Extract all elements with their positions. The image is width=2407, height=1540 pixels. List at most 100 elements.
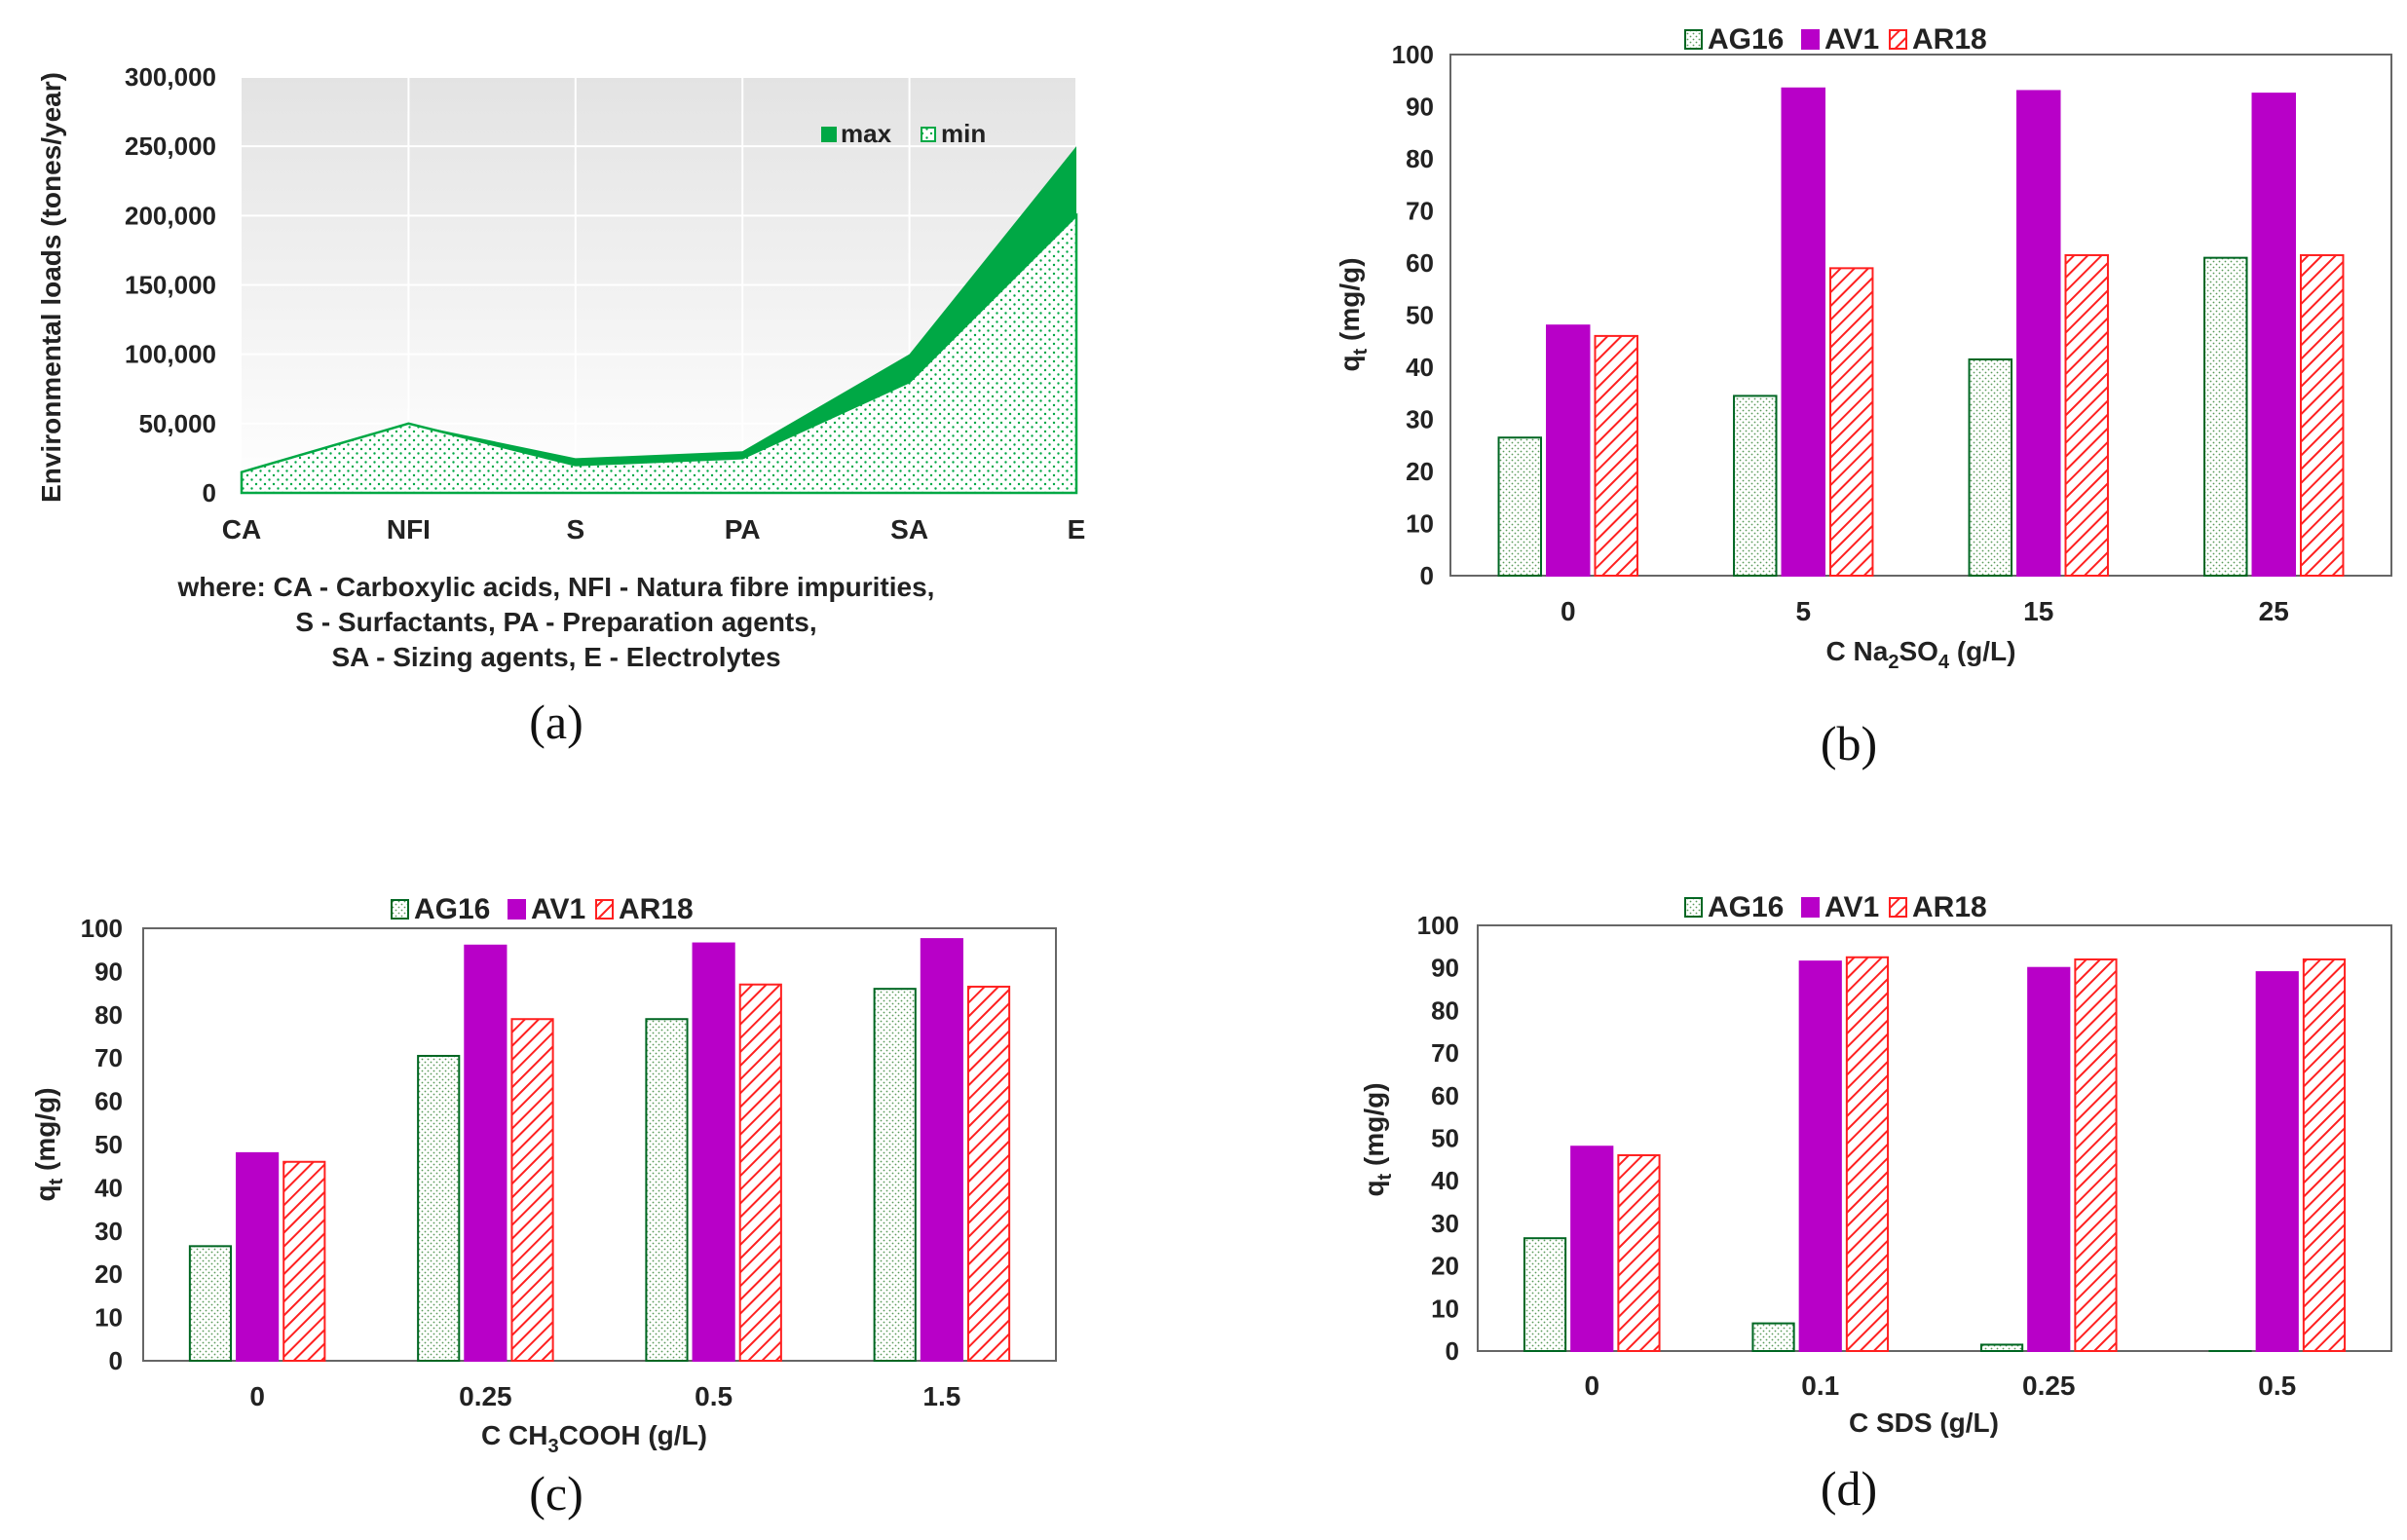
bar-ag16 — [417, 1054, 461, 1362]
y-tick-label: 90 — [1406, 93, 1434, 122]
y-tick-label: 100 — [1417, 911, 1459, 940]
bar-ag16 — [1751, 1322, 1795, 1352]
y-tick-label: 90 — [94, 957, 123, 986]
bar-av1 — [1546, 324, 1591, 577]
legend-av1-swatch — [1801, 29, 1820, 50]
y-tick-label: 40 — [1406, 353, 1434, 382]
bar-ar18 — [1594, 334, 1638, 577]
x-tick-label: SA — [890, 514, 928, 545]
y-tick-label: 70 — [94, 1043, 123, 1072]
chart-a-note-line-1: where: CA - Carboxylic acids, NFI - Natu… — [177, 572, 935, 602]
bar-av1 — [1798, 960, 1842, 1353]
legend-ag16-label: AG16 — [1708, 891, 1784, 923]
x-tick-label: S — [566, 514, 584, 545]
bar-ag16 — [188, 1245, 233, 1362]
bar-ar18 — [1617, 1153, 1661, 1352]
chart-b-y-axis-label: qt (mg/g) — [1335, 257, 1372, 371]
bar-av1 — [1570, 1146, 1614, 1352]
legend-av1-label: AV1 — [531, 893, 585, 925]
chart-a-y-ticks: 0 50,000 100,000 150,000 200,000 250,000 300,0… — [125, 62, 216, 507]
chart-a-y-axis-label: Environmental loads (tones/year) — [36, 72, 66, 503]
bar-ag16 — [1968, 357, 2013, 577]
bar-av1 — [1781, 87, 1825, 578]
y-tick-label: 10 — [1431, 1294, 1459, 1323]
y-tick-label: 30 — [1431, 1209, 1459, 1238]
panel-label-d: (d) — [1821, 1461, 1877, 1516]
bar-ag16 — [1979, 1343, 2024, 1352]
bar-av1 — [236, 1151, 280, 1362]
chart-a-note-line-3: SA - Sizing agents, E - Electrolytes — [331, 642, 780, 672]
x-tick-label: 0 — [1584, 1371, 1599, 1401]
y-tick-label: 90 — [1431, 954, 1459, 983]
bar-ag16 — [1497, 436, 1543, 577]
y-tick-label: 150,000 — [125, 271, 216, 300]
legend-ag16-swatch — [1684, 29, 1703, 50]
bar-ar18 — [2064, 253, 2109, 577]
x-tick-label: 5 — [1795, 596, 1811, 626]
chart-a-areas — [240, 146, 1078, 495]
bar-ag16 — [1523, 1237, 1567, 1352]
y-tick-label: 300,000 — [125, 62, 216, 92]
chart-b-x-ticks: 0 5 15 25 — [1561, 596, 2289, 626]
y-tick-label: 10 — [1406, 509, 1434, 539]
chart-c-y-axis-label: qt (mg/g) — [30, 1087, 67, 1201]
bar-av1 — [2016, 90, 2061, 577]
x-tick-label: NFI — [387, 514, 431, 545]
series-min-area — [240, 212, 1078, 495]
x-tick-label: 1.5 — [922, 1381, 960, 1411]
legend-ar18-label: AR18 — [619, 893, 694, 925]
panel-label-c: (c) — [529, 1466, 583, 1521]
chart-a-note-line-2: S - Surfactants, PA - Preparation agents… — [295, 607, 816, 637]
series-max-area — [242, 146, 1076, 472]
chart-c: 0 10 20 30 40 50 60 70 80 90 100 0 0.25 0.5 1.5 qt (m… — [30, 893, 1057, 1521]
chart-a-x-ticks: CA NFI S PA SA E — [222, 514, 1086, 545]
bar-av1 — [692, 942, 735, 1362]
chart-d-y-axis-label: qt (mg/g) — [1359, 1082, 1396, 1196]
chart-b-legend: AG16 AV1 AR18 — [1684, 23, 1987, 56]
x-tick-label: 25 — [2259, 596, 2289, 626]
bar-ar18 — [2074, 958, 2118, 1353]
bar-av1 — [2251, 93, 2296, 577]
chart-c-y-ticks: 0 10 20 30 40 50 60 70 80 90 100 — [81, 914, 123, 1375]
x-tick-label: 15 — [2023, 596, 2053, 626]
chart-d-bars — [1523, 956, 2347, 1353]
y-tick-label: 80 — [94, 1000, 123, 1030]
legend-max-swatch — [821, 127, 837, 142]
legend-ar18-swatch — [1889, 897, 1907, 918]
bar-ag16 — [645, 1018, 689, 1362]
bar-ar18 — [2299, 253, 2345, 577]
bar-ar18 — [738, 983, 782, 1362]
bar-ag16 — [873, 988, 917, 1362]
x-tick-label: 0.5 — [2258, 1371, 2296, 1401]
panel-label-a: (a) — [529, 695, 583, 749]
y-tick-label: 80 — [1406, 144, 1434, 173]
y-tick-label: 60 — [1431, 1081, 1459, 1110]
chart-b-bars — [1497, 87, 2345, 578]
bar-ag16 — [2203, 256, 2248, 577]
bar-ar18 — [2302, 958, 2347, 1353]
y-tick-label: 0 — [109, 1346, 123, 1375]
y-tick-label: 20 — [1406, 457, 1434, 486]
y-tick-label: 40 — [1431, 1166, 1459, 1195]
legend-max-label: max — [841, 119, 892, 148]
y-tick-label: 20 — [1431, 1252, 1459, 1281]
legend-ag16-label: AG16 — [1708, 23, 1784, 56]
legend-ag16-swatch — [391, 899, 409, 920]
legend-min-label: min — [941, 119, 986, 148]
y-tick-label: 60 — [94, 1087, 123, 1116]
chart-c-x-ticks: 0 0.25 0.5 1.5 — [249, 1381, 960, 1411]
y-tick-label: 30 — [94, 1217, 123, 1246]
legend-ar18-swatch — [1889, 29, 1907, 50]
x-tick-label: 0 — [249, 1381, 265, 1411]
y-tick-label: 70 — [1406, 197, 1434, 226]
y-tick-label: 250,000 — [125, 131, 216, 161]
panel-label-b: (b) — [1821, 716, 1877, 770]
y-tick-label: 60 — [1406, 248, 1434, 278]
bar-ar18 — [282, 1160, 326, 1363]
y-tick-label: 50 — [1406, 301, 1434, 330]
chart-d: 0 10 20 30 40 50 60 70 80 90 100 0 0.1 0.25 0.5 qt (m… — [1359, 891, 2392, 1516]
chart-d-x-ticks: 0 0.1 0.25 0.5 — [1584, 1371, 2296, 1401]
legend-ar18-label: AR18 — [1912, 891, 1987, 923]
y-tick-label: 40 — [94, 1173, 123, 1202]
